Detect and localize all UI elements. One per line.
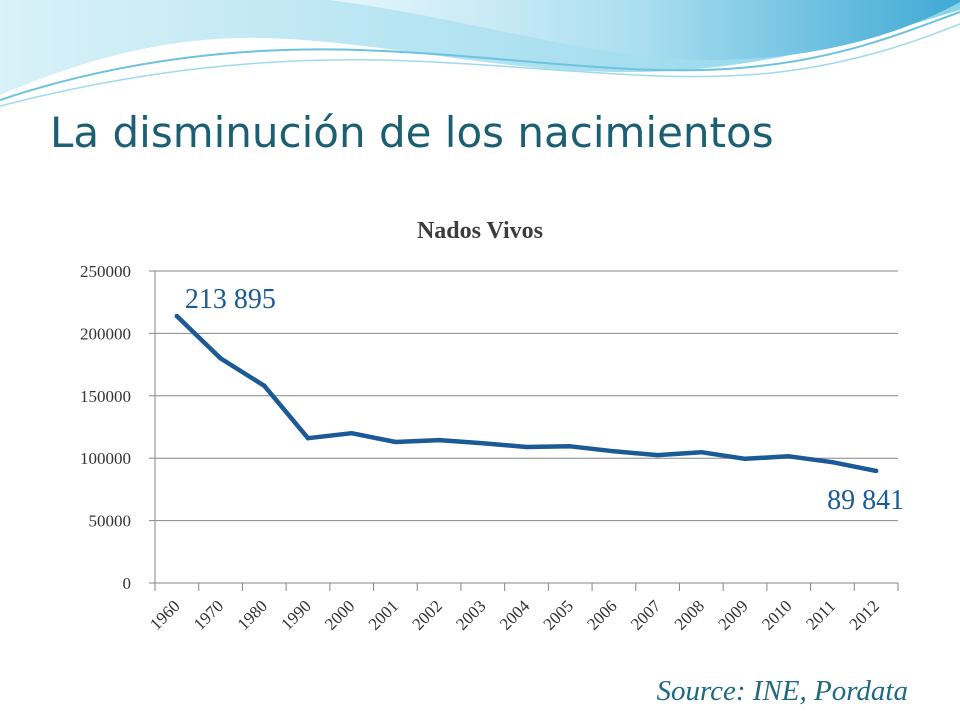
gridlines (149, 270, 898, 584)
chart-title: Nados Vivos (417, 218, 543, 244)
x-tick-label: 2010 (758, 596, 795, 633)
x-axis (154, 271, 899, 591)
y-axis-labels: 0 50000 100000 150000 200000 250000 (80, 262, 131, 593)
x-tick-label: 2008 (671, 596, 708, 633)
x-tick-label: 1960 (146, 596, 183, 633)
x-tick-label: 2007 (627, 596, 665, 634)
x-tick-label: 2009 (714, 596, 751, 633)
y-tick-label: 250000 (80, 262, 131, 281)
data-point (436, 437, 442, 443)
x-axis-labels: 1960 1970 1980 1990 2000 2001 2002 2003 2004 2005… (146, 596, 883, 634)
data-point (480, 441, 485, 446)
x-tick-label: 2003 (452, 596, 489, 633)
x-tick-label: 2001 (365, 596, 402, 633)
x-tick-label: 2006 (583, 596, 620, 633)
data-label-annotation: 213 895 (185, 284, 276, 315)
data-point (786, 454, 791, 459)
annotations: 213 895 89 841 (185, 284, 904, 516)
x-tick-label: 2012 (845, 596, 882, 633)
data-point (262, 383, 267, 389)
data-point (393, 439, 398, 445)
series-layer (174, 313, 879, 474)
y-tick-label: 50000 (89, 512, 132, 531)
data-point (349, 431, 354, 436)
data-point (524, 444, 529, 450)
decorative-wave-header (0, 0, 960, 107)
slide-title: La disminución de los nacimientos (50, 108, 774, 157)
x-tick-label: 2004 (496, 596, 534, 634)
y-tick-label: 200000 (80, 324, 131, 343)
data-point (568, 444, 573, 449)
line-chart: Nados Vivos 0 50000 100000 150000 200000 2500… (80, 218, 904, 634)
x-tick-label: 1970 (190, 596, 227, 633)
x-tick-label: 2005 (540, 596, 577, 633)
x-tick-label: 1980 (234, 596, 271, 633)
x-tick-label: 2000 (321, 596, 358, 633)
x-tick-label: 2002 (408, 596, 445, 633)
data-label-annotation: 89 841 (827, 485, 904, 516)
data-point (655, 452, 660, 458)
data-point (699, 450, 704, 455)
data-point (873, 468, 879, 474)
data-point (742, 456, 748, 462)
x-tick-label: 1990 (277, 596, 314, 633)
y-tick-label: 0 (123, 574, 132, 593)
y-tick-label: 100000 (80, 449, 131, 468)
data-point (218, 356, 223, 361)
data-point (611, 449, 617, 454)
y-tick-label: 150000 (80, 387, 131, 406)
data-point (174, 313, 180, 319)
x-tick-label: 2011 (802, 596, 839, 633)
data-point (830, 459, 835, 465)
data-point (305, 436, 311, 441)
source-note: Source: INE, Pordata (656, 675, 908, 707)
